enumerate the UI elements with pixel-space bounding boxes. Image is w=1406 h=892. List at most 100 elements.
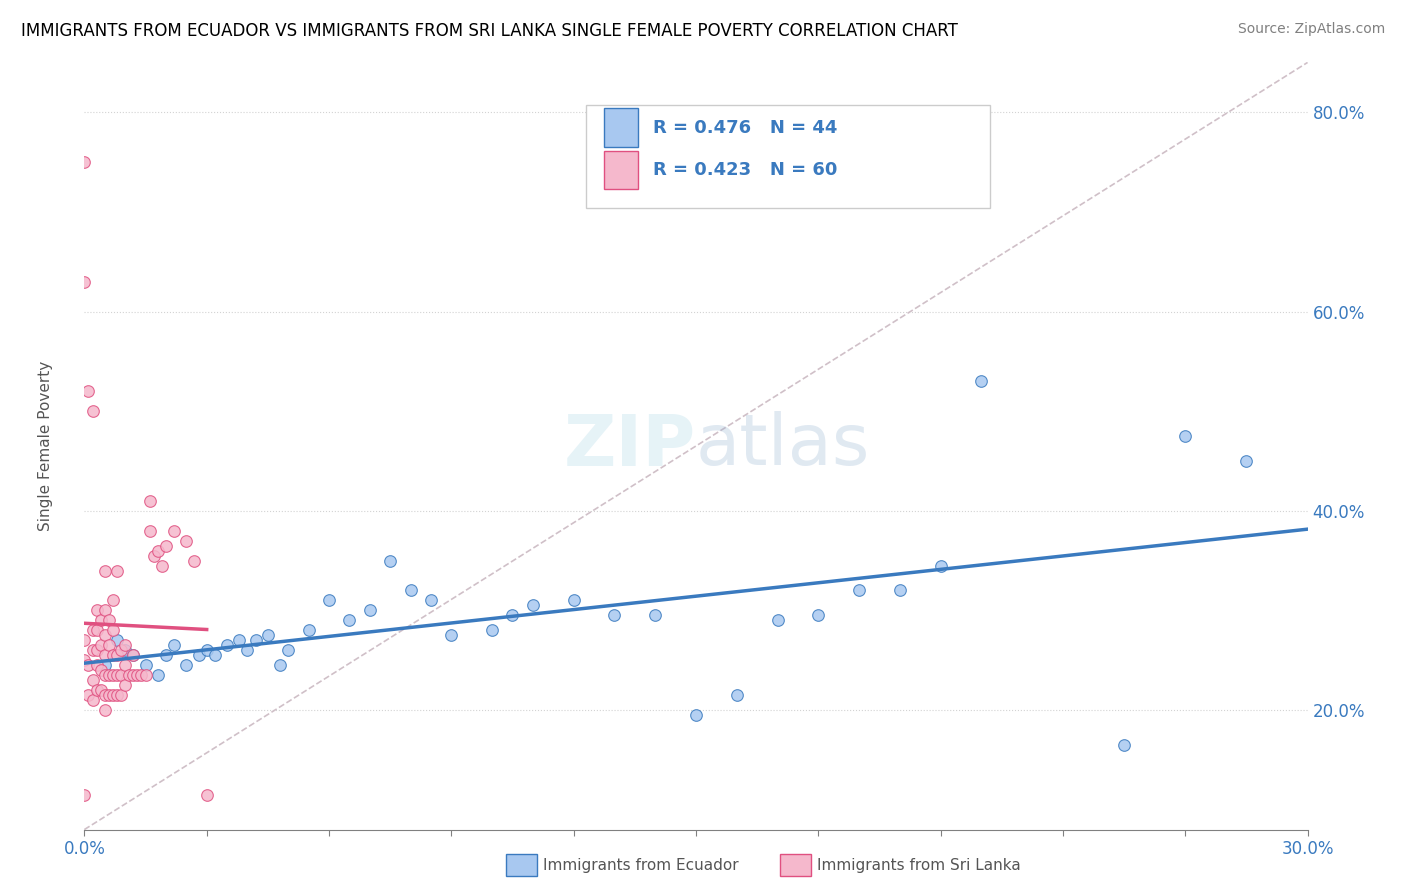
Point bbox=[93, 628, 115, 642]
Point bbox=[93, 658, 115, 673]
Point bbox=[97, 668, 120, 682]
Point bbox=[86, 624, 108, 638]
Point bbox=[481, 624, 503, 638]
Point bbox=[122, 668, 145, 682]
Point bbox=[502, 608, 524, 623]
Point bbox=[82, 693, 104, 707]
Point bbox=[73, 653, 96, 667]
Text: atlas: atlas bbox=[696, 411, 870, 481]
Point bbox=[1114, 738, 1136, 752]
Point bbox=[522, 599, 544, 613]
Point bbox=[725, 688, 748, 702]
FancyBboxPatch shape bbox=[605, 151, 638, 189]
Point bbox=[420, 593, 443, 607]
Point bbox=[105, 633, 128, 648]
Point bbox=[138, 493, 160, 508]
Point bbox=[339, 613, 361, 627]
Point bbox=[110, 688, 132, 702]
Point bbox=[318, 593, 340, 607]
Text: IMMIGRANTS FROM ECUADOR VS IMMIGRANTS FROM SRI LANKA SINGLE FEMALE POVERTY CORRE: IMMIGRANTS FROM ECUADOR VS IMMIGRANTS FR… bbox=[21, 22, 957, 40]
Point bbox=[298, 624, 321, 638]
FancyBboxPatch shape bbox=[605, 109, 638, 147]
Point bbox=[150, 558, 173, 573]
Point bbox=[848, 583, 870, 598]
Point bbox=[86, 658, 108, 673]
Point bbox=[105, 688, 128, 702]
Point bbox=[101, 688, 124, 702]
Point bbox=[90, 613, 112, 627]
Point bbox=[138, 524, 160, 538]
Point bbox=[195, 643, 218, 657]
Point bbox=[114, 658, 136, 673]
Point bbox=[118, 668, 141, 682]
Point bbox=[257, 628, 280, 642]
Point bbox=[93, 703, 115, 717]
Point bbox=[105, 648, 128, 663]
Point bbox=[1174, 429, 1197, 443]
Point bbox=[183, 553, 205, 567]
Point bbox=[163, 524, 186, 538]
Point bbox=[174, 533, 197, 548]
FancyBboxPatch shape bbox=[586, 104, 990, 208]
Point bbox=[889, 583, 911, 598]
Point bbox=[245, 633, 267, 648]
Point bbox=[131, 668, 153, 682]
Point bbox=[82, 404, 104, 418]
Point bbox=[114, 638, 136, 652]
Point bbox=[146, 668, 169, 682]
Point bbox=[440, 628, 463, 642]
Point bbox=[562, 593, 585, 607]
Point bbox=[105, 564, 128, 578]
Point bbox=[97, 638, 120, 652]
Point bbox=[93, 648, 115, 663]
Point bbox=[970, 374, 993, 388]
Point bbox=[73, 633, 96, 648]
Text: Source: ZipAtlas.com: Source: ZipAtlas.com bbox=[1237, 22, 1385, 37]
Point bbox=[195, 788, 218, 802]
Text: Single Female Poverty: Single Female Poverty bbox=[38, 361, 52, 531]
Point bbox=[146, 543, 169, 558]
Point bbox=[90, 683, 112, 698]
Point bbox=[101, 668, 124, 682]
Point bbox=[93, 688, 115, 702]
Point bbox=[155, 648, 177, 663]
Point bbox=[82, 643, 104, 657]
Point bbox=[82, 673, 104, 687]
Text: ZIP: ZIP bbox=[564, 411, 696, 481]
Point bbox=[97, 613, 120, 627]
Point bbox=[86, 603, 108, 617]
Point bbox=[90, 663, 112, 677]
Point bbox=[135, 668, 157, 682]
Point bbox=[105, 668, 128, 682]
Point bbox=[766, 613, 789, 627]
Point bbox=[73, 275, 96, 289]
Point bbox=[86, 683, 108, 698]
Point bbox=[114, 678, 136, 692]
Point bbox=[135, 658, 157, 673]
Point bbox=[142, 549, 165, 563]
Point bbox=[114, 643, 136, 657]
Point bbox=[807, 608, 830, 623]
Point bbox=[122, 648, 145, 663]
Point bbox=[110, 643, 132, 657]
Point bbox=[603, 608, 626, 623]
Point bbox=[101, 624, 124, 638]
Point bbox=[77, 658, 100, 673]
Point bbox=[929, 558, 952, 573]
Point bbox=[77, 688, 100, 702]
Point bbox=[155, 539, 177, 553]
Point bbox=[90, 638, 112, 652]
Point bbox=[110, 668, 132, 682]
Point bbox=[73, 155, 96, 169]
Point bbox=[73, 788, 96, 802]
Point bbox=[228, 633, 250, 648]
Point bbox=[399, 583, 422, 598]
Text: R = 0.476   N = 44: R = 0.476 N = 44 bbox=[654, 119, 838, 136]
Text: R = 0.423   N = 60: R = 0.423 N = 60 bbox=[654, 161, 838, 178]
Point bbox=[101, 593, 124, 607]
Point bbox=[82, 624, 104, 638]
Point bbox=[685, 708, 707, 723]
Point bbox=[127, 668, 149, 682]
Point bbox=[236, 643, 259, 657]
Point bbox=[217, 638, 239, 652]
